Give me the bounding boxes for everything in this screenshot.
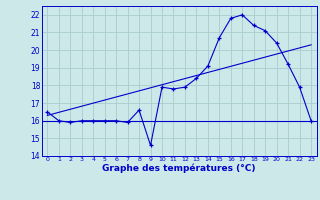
X-axis label: Graphe des températures (°C): Graphe des températures (°C) [102, 164, 256, 173]
